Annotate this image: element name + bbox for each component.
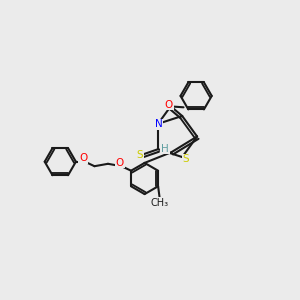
Text: O: O	[116, 158, 124, 168]
Text: S: S	[182, 154, 189, 164]
Text: O: O	[164, 100, 173, 110]
Text: N: N	[155, 119, 163, 129]
Text: S: S	[137, 150, 143, 160]
Text: O: O	[79, 153, 88, 163]
Text: H: H	[161, 143, 169, 154]
Text: CH₃: CH₃	[151, 198, 169, 208]
